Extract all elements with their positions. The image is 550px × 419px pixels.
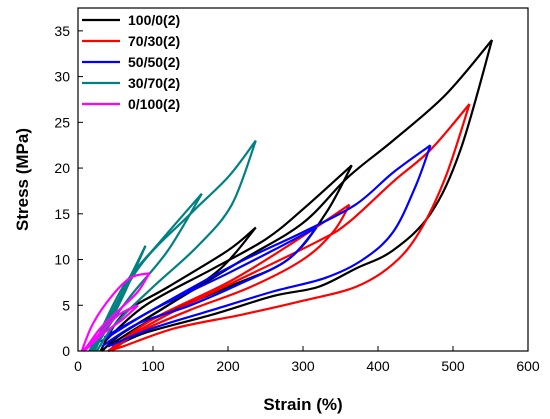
- series-100-0-2: [99, 39, 494, 352]
- series-50-50-2: [99, 144, 432, 348]
- loading-curve: [83, 304, 139, 352]
- x-tick-label: 0: [74, 358, 82, 374]
- loading-curve: [107, 39, 493, 343]
- y-tick-label: 15: [54, 206, 70, 222]
- unloading-curve: [111, 39, 494, 350]
- series-0-100-2: [80, 272, 151, 352]
- x-tick-label: 100: [141, 358, 165, 374]
- unloading-curve: [101, 226, 318, 348]
- y-tick-label: 5: [62, 297, 70, 313]
- ticks-layer: 0 100 200 300 400 500 600 0 5 10 15 20 25 30 35: [54, 23, 539, 374]
- y-tick-label: 35: [54, 23, 70, 39]
- loading-curve: [111, 103, 471, 348]
- unloading-curve: [107, 144, 432, 348]
- legend-label: 70/30(2): [128, 33, 180, 49]
- loading-curve: [103, 144, 432, 339]
- loading-curve: [92, 139, 257, 352]
- loading-curve: [103, 164, 353, 343]
- y-tick-label: 20: [54, 160, 70, 176]
- y-axis-title: Stress (MPa): [13, 128, 32, 231]
- unloading-curve: [107, 103, 471, 353]
- y-tick-label: 25: [54, 114, 70, 130]
- x-tick-label: 400: [366, 358, 390, 374]
- x-tick-label: 200: [216, 358, 240, 374]
- x-tick-label: 600: [516, 358, 540, 374]
- legend-label: 0/100(2): [128, 96, 180, 112]
- legend-label: 30/70(2): [128, 75, 180, 91]
- y-tick-label: 30: [54, 69, 70, 85]
- unloading-curve: [83, 304, 139, 352]
- x-tick-label: 500: [441, 358, 465, 374]
- y-tick-label: 0: [62, 343, 70, 359]
- x-tick-label: 300: [291, 358, 315, 374]
- legend-label: 100/0(2): [128, 12, 180, 28]
- legend: 100/0(2) 70/30(2) 50/50(2) 30/70(2) 0/100(2): [82, 12, 180, 112]
- y-tick-label: 10: [54, 252, 70, 268]
- unloading-curve: [93, 193, 203, 352]
- loading-curve: [80, 272, 150, 352]
- loading-curve: [99, 226, 318, 343]
- x-axis-title: Strain (%): [263, 395, 342, 414]
- curves-layer: [80, 39, 494, 353]
- legend-label: 50/50(2): [128, 54, 180, 70]
